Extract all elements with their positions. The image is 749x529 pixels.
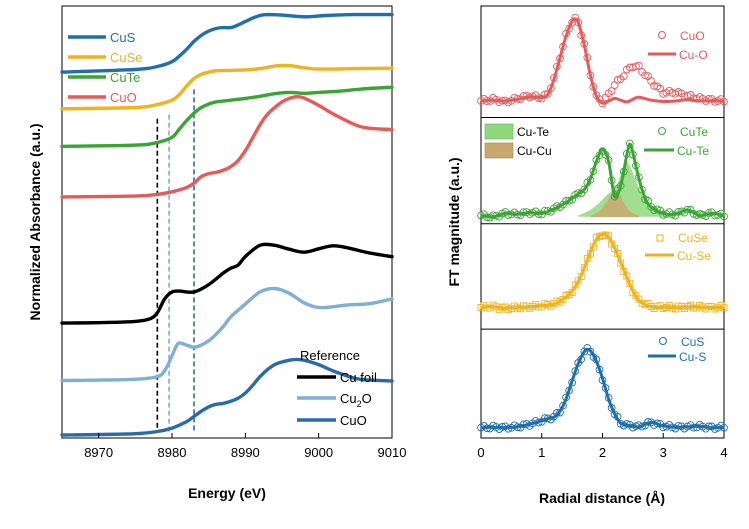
exafs-x-ticks: 0 1 2 3 4 [477, 433, 728, 460]
exafs-tick-label-1: 1 [538, 445, 545, 460]
data-point-cuo [641, 71, 649, 80]
xanes-vertical-markers [156, 89, 195, 433]
cu2o-label-tail: O [362, 391, 372, 406]
fill-legend-swatch-cu-te [484, 123, 514, 140]
exafs-legend-cus: CuS Cu-S [648, 335, 706, 364]
legend-fit-label-cu-s: Cu-S [679, 350, 706, 364]
xanes-legend-samples: CuS CuSe CuTe CuO [68, 30, 143, 105]
exafs-y-axis-label: FT magnitude (a.u.) [446, 157, 462, 286]
legend-fit-label-cu-te: Cu-Te [677, 144, 709, 158]
fill-area-cu-cu [590, 189, 639, 218]
exafs-tick-label-0: 0 [477, 445, 484, 460]
exafs-x-axis-label: Radial distance (Å) [539, 490, 665, 506]
xanes-line-cus [60, 12, 394, 74]
xanes-plot-frame [61, 5, 393, 439]
legend-label-cu-foil: Cu foil [340, 370, 377, 385]
exafs-legend-cuo: CuO Cu-O [648, 29, 708, 62]
data-point-cuo [632, 62, 640, 71]
data-point-cute [580, 185, 589, 194]
exafs-plot-frame [480, 5, 725, 439]
legend-fit-label-cu-o: Cu-O [679, 48, 708, 62]
legend-label-cuse: CuSe [110, 50, 143, 65]
exafs-panel: 0 1 2 3 4 Radial distance (Å) FT magnitude (… [446, 5, 728, 506]
reference-legend-title: Reference [300, 348, 360, 363]
data-point-cuo [625, 63, 634, 72]
xanes-line-cuo-ref [60, 357, 394, 437]
exafs-fill-group [578, 161, 676, 218]
cu2o-label-main: Cu [340, 391, 357, 406]
exafs-fill-legend: Cu-Te Cu-Cu [484, 123, 552, 159]
fit-line-cuse [480, 232, 725, 310]
data-point-cuo [607, 87, 616, 95]
data-point-cuo [659, 90, 668, 98]
xanes-line-cu-foil [60, 242, 394, 325]
xanes-tick-label-9010: 9010 [378, 445, 407, 460]
legend-marker-cute [658, 127, 666, 135]
data-point-cuo [613, 76, 622, 84]
fill-legend-label-cu-te: Cu-Te [517, 125, 549, 139]
fill-legend-label-cu-cu: Cu-Cu [517, 144, 552, 158]
fit-line-cute [480, 142, 725, 219]
legend-label-cuo-ref: CuO [340, 413, 367, 428]
xanes-tick-label-8980: 8980 [158, 445, 187, 460]
legend-data-label-cus: CuS [681, 335, 704, 349]
data-point-cuo [668, 89, 677, 97]
legend-marker-cuo [658, 31, 666, 39]
exafs-legend-cute: CuTe Cu-Te [644, 125, 709, 158]
xanes-line-cuo [60, 94, 394, 199]
fit-line-cuo [480, 17, 725, 105]
legend-data-label-cuo: CuO [680, 29, 705, 43]
xanes-line-cu2o [60, 286, 394, 383]
xanes-line-cuse [60, 63, 394, 111]
exafs-tick-label-2: 2 [599, 445, 606, 460]
exafs-series-group [477, 13, 728, 433]
xanes-tick-label-8970: 8970 [84, 445, 113, 460]
data-point-cuo [635, 61, 643, 70]
xanes-series-group [60, 12, 394, 437]
exafs-legend-cuse: CuSe Cu-Se [645, 231, 711, 263]
data-point-cuo [647, 77, 655, 85]
legend-data-label-cuse: CuSe [678, 231, 708, 245]
legend-marker-cus [659, 337, 667, 345]
legend-label-cu2o: Cu2O [340, 391, 372, 409]
exafs-tick-label-4: 4 [720, 445, 727, 460]
data-point-cuo [610, 81, 619, 89]
data-point-cuo [543, 90, 552, 98]
exafs-separators [481, 116, 724, 330]
xanes-panel: 8970 8980 8990 9000 9010 Energy (eV) Normali… [27, 5, 406, 501]
xanes-legend-reference: Reference Cu foil Cu2O CuO [297, 348, 377, 428]
legend-label-cuo: CuO [110, 90, 137, 105]
fill-legend-swatch-cu-cu [484, 142, 514, 159]
legend-data-label-cute: CuTe [680, 125, 708, 139]
legend-label-cute: CuTe [110, 70, 140, 85]
legend-marker-cuse [656, 234, 664, 242]
legend-fit-label-cu-se: Cu-Se [677, 249, 711, 263]
xanes-line-cute [60, 85, 394, 149]
data-point-cuo [704, 95, 713, 103]
data-point-cuo [619, 72, 628, 81]
cu2o-label-subscript: 2 [357, 399, 362, 409]
xanes-x-axis-label: Energy (eV) [188, 485, 266, 501]
fit-line-cus [480, 347, 725, 430]
exafs-tick-label-3: 3 [660, 445, 667, 460]
xanes-y-axis-label: Normalized Absorbance (a.u.) [27, 123, 43, 320]
xanes-x-ticks: 8970 8980 8990 9000 9010 [84, 433, 406, 460]
xanes-tick-label-8990: 8990 [231, 445, 260, 460]
xanes-tick-label-9000: 9000 [304, 445, 333, 460]
legend-label-cus: CuS [110, 30, 136, 45]
fill-area-cu-te [578, 161, 676, 217]
